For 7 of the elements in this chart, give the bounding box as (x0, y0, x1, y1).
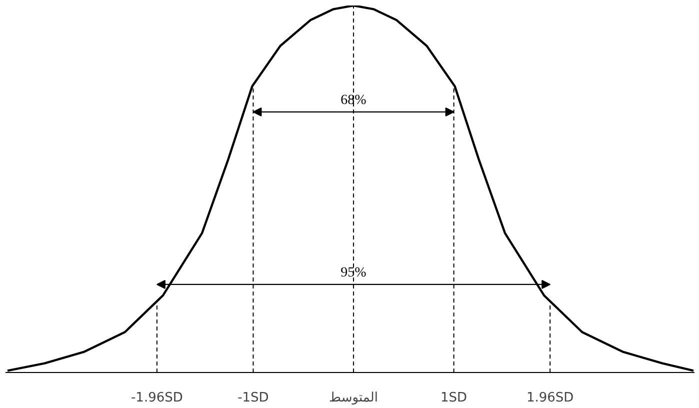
annotation: 68% (340, 92, 367, 108)
x-tick-label: المتوسط (329, 390, 378, 406)
x-tick-label: -1SD (238, 390, 269, 406)
x-tick-label: 1.96SD (526, 390, 574, 406)
x-tick-label: 1SD (440, 390, 468, 406)
annotation: 95% (340, 265, 367, 280)
x-tick-label: -1.96SD (130, 390, 183, 406)
